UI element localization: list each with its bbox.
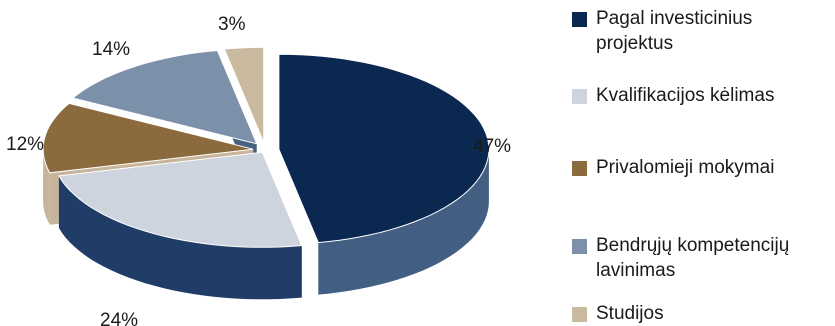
slice-top-3 (71, 49, 258, 145)
legend-label-1: Kvalifikacijos kėlimas (596, 85, 775, 106)
slice-top-4 (223, 46, 265, 143)
slice-side-1 (58, 175, 302, 300)
legend-swatch-2 (572, 161, 587, 176)
legend-label-3: Bendrųjų kompetencijų lavinimas (596, 235, 790, 281)
legend-swatch-1 (572, 89, 587, 104)
legend-label-4: Studijos (596, 303, 664, 324)
slice-label-4: 3% (218, 14, 246, 35)
pie-labels: 47% 24% 12% 14% 3% (6, 14, 511, 326)
slice-top-1 (58, 151, 303, 248)
legend-label-2: Privalomieji mokymai (596, 157, 775, 178)
legend-item-0: Pagal investicinius projektus (572, 6, 831, 56)
slice-side-0 (318, 149, 489, 295)
slice-label-2: 12% (6, 134, 44, 155)
pie-chart: 47% 24% 12% 14% 3% (6, 14, 511, 326)
slice-top-2 (42, 102, 254, 174)
legend-item-4: Studijos (572, 301, 831, 326)
legend-item-3: Bendrųjų kompetencijų lavinimas (572, 233, 835, 283)
slice-label-1: 24% (100, 310, 138, 326)
legend-swatch-0 (572, 12, 587, 27)
legend-item-2: Privalomieji mokymai (572, 155, 831, 180)
legend-label-0: Pagal investicinius projektus (596, 8, 753, 54)
slice-label-0: 47% (473, 136, 511, 157)
slice-label-3: 14% (92, 39, 130, 60)
pie-tops (42, 46, 490, 248)
slice-top-0 (278, 53, 490, 244)
legend-swatch-3 (572, 239, 587, 254)
slice-side-2 (43, 149, 50, 225)
legend: Pagal investicinius projektus Kvalifikac… (572, 6, 834, 326)
legend-swatch-4 (572, 307, 587, 322)
legend-item-1: Kvalifikacijos kėlimas (572, 83, 831, 108)
